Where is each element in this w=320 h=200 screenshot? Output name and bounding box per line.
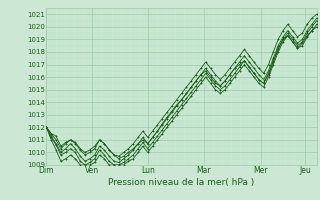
X-axis label: Pression niveau de la mer( hPa ): Pression niveau de la mer( hPa ): [108, 178, 255, 187]
